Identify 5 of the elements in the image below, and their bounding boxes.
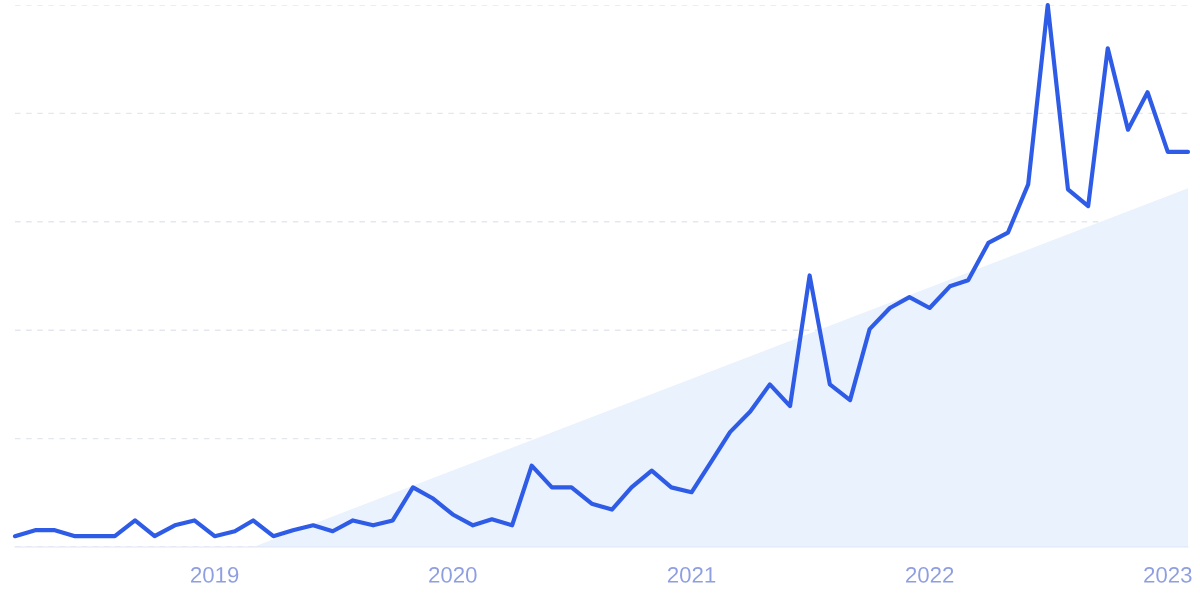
- x-tick-label: 2023: [1144, 567, 1192, 583]
- x-tick-label: 2022: [906, 567, 954, 583]
- x-tick-label: 2021: [667, 567, 716, 583]
- x-tick-label: 2020: [429, 567, 477, 583]
- x-tick-label: 2019: [191, 567, 239, 583]
